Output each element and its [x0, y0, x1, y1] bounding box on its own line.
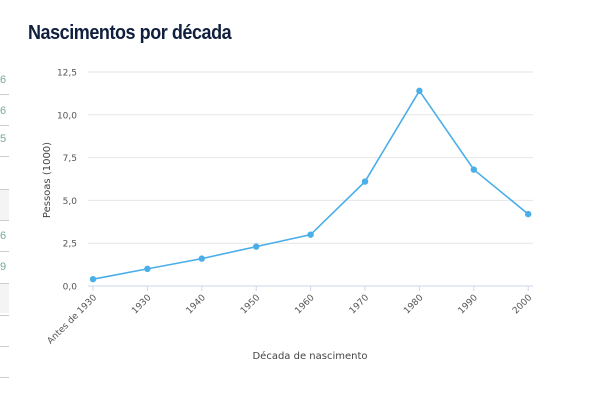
table-fragment-divider: [0, 251, 9, 252]
table-fragment-divider: [0, 125, 9, 126]
x-tick-label: 1970: [348, 293, 371, 316]
table-fragment-text: 6: [0, 105, 7, 117]
y-axis-label: Pessoas (1000): [42, 142, 53, 218]
table-fragment-text: 9: [0, 261, 7, 273]
table-fragment-divider: [0, 315, 9, 316]
series-line: [92, 89, 529, 280]
table-fragment-text: 6: [0, 230, 7, 242]
y-tick-label: 5,0: [63, 197, 78, 207]
table-fragment-divider: [0, 220, 9, 221]
data-point: [470, 166, 477, 173]
y-tick-label: 0,0: [63, 283, 78, 293]
table-fragment-text: 5: [0, 133, 7, 145]
y-tick-label: 2,5: [63, 240, 77, 250]
table-fragment-divider: [0, 189, 9, 190]
data-point: [253, 243, 260, 250]
table-fragment-divider: [0, 283, 9, 284]
table-fragment-text: 6: [0, 74, 7, 86]
data-point: [144, 265, 151, 273]
x-tick-label: 2000: [511, 293, 534, 316]
table-fragment-row: [0, 283, 9, 313]
table-fragment-divider: [0, 377, 9, 378]
x-axis-label: Década de nascimento: [252, 350, 367, 362]
y-tick-label: 7,5: [63, 154, 77, 164]
x-tick-label: Antes de 1930: [46, 293, 100, 347]
x-tick-label: 1950: [239, 293, 262, 316]
table-fragment-divider: [0, 346, 9, 347]
data-point: [198, 255, 205, 262]
data-point: [89, 275, 97, 283]
y-tick-label: 12,5: [57, 69, 77, 79]
x-tick-label: 1960: [293, 293, 316, 316]
data-point: [361, 178, 369, 185]
y-tick-label: 10,0: [57, 111, 77, 121]
data-point: [307, 231, 314, 238]
x-tick-label: 1980: [402, 293, 425, 316]
x-tick-label: 1930: [130, 293, 153, 316]
data-point: [525, 210, 532, 218]
table-fragment-divider: [0, 156, 9, 157]
data-point: [416, 87, 423, 95]
x-tick-label: 1940: [185, 293, 208, 316]
chart-title: Nascimentos por década: [28, 22, 232, 44]
table-fragment-row: [0, 190, 9, 220]
x-tick-label: 1990: [457, 293, 480, 316]
table-fragment-divider: [0, 94, 9, 95]
